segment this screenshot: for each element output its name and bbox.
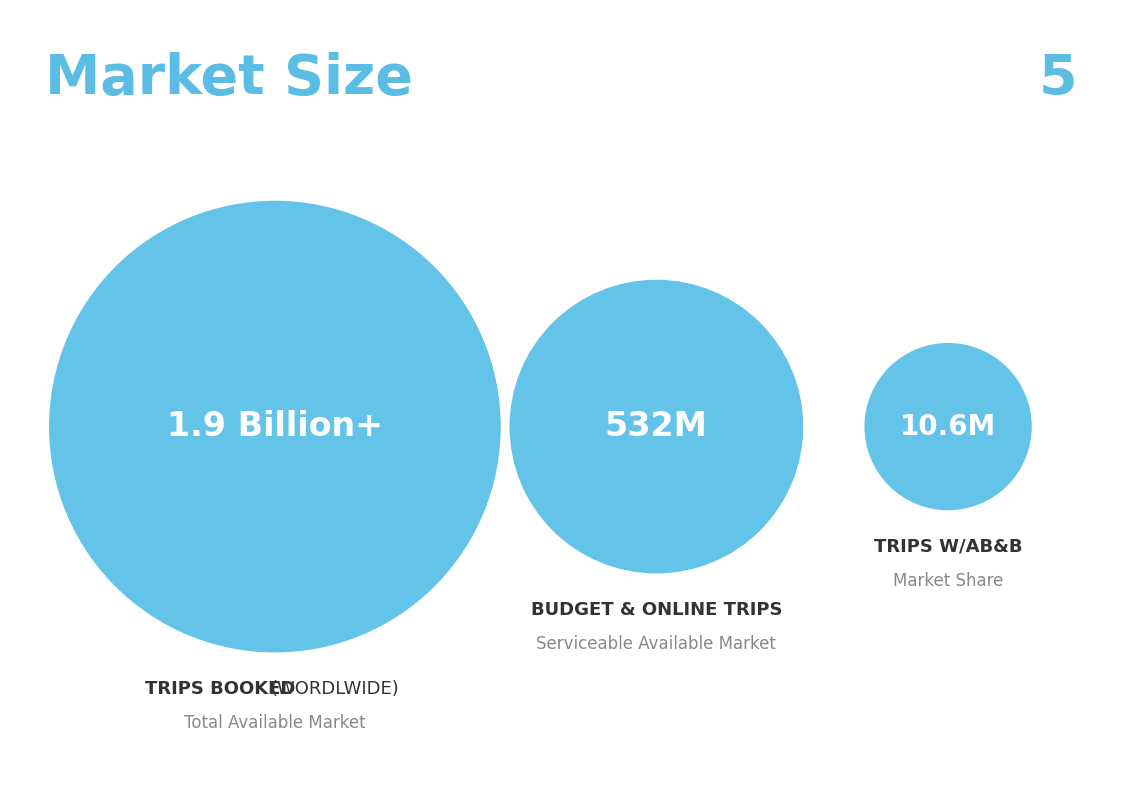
Text: 5: 5 — [1038, 52, 1077, 106]
Text: Total Available Market: Total Available Market — [184, 713, 366, 732]
Text: TRIPS BOOKED: TRIPS BOOKED — [145, 679, 295, 698]
Text: 1.9 Billion+: 1.9 Billion+ — [167, 410, 383, 443]
Text: (WORDLWIDE): (WORDLWIDE) — [270, 679, 398, 698]
Circle shape — [49, 201, 500, 652]
Text: 10.6M: 10.6M — [900, 412, 996, 441]
Text: BUDGET & ONLINE TRIPS: BUDGET & ONLINE TRIPS — [531, 600, 782, 619]
Circle shape — [865, 344, 1031, 510]
Text: Market Share: Market Share — [893, 571, 1003, 589]
Text: TRIPS W/AB&B: TRIPS W/AB&B — [874, 537, 1022, 555]
Text: Market Size: Market Size — [45, 52, 413, 106]
Text: Serviceable Available Market: Serviceable Available Market — [536, 634, 776, 653]
Text: 532M: 532M — [605, 410, 708, 443]
Circle shape — [511, 280, 802, 573]
